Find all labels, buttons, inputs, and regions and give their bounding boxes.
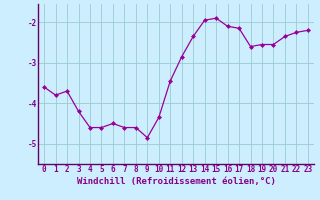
X-axis label: Windchill (Refroidissement éolien,°C): Windchill (Refroidissement éolien,°C) xyxy=(76,177,276,186)
